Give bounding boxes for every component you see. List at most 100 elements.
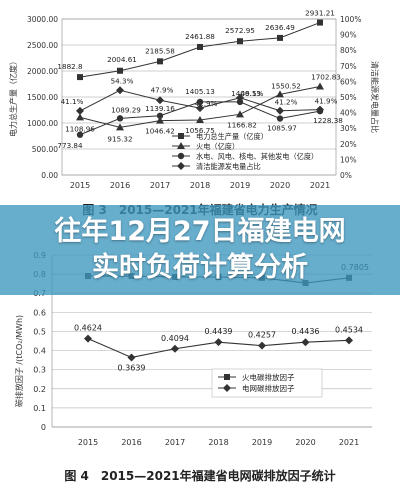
y-axis-title-left: 电力总生产量（亿度）: [8, 57, 18, 137]
y-tick-label-right: 40%: [340, 109, 357, 118]
data-point: [156, 96, 164, 105]
data-label: 1228.38: [313, 116, 343, 125]
x-tick-label: 2021: [310, 181, 330, 190]
data-label: 0.4534: [335, 325, 363, 334]
data-point: [277, 34, 283, 41]
data-label: 773.84: [57, 141, 83, 150]
y-tick-label-left: 500.00: [32, 145, 58, 154]
y-tick-label-right: 30%: [340, 124, 357, 133]
data-label: 1046.42: [145, 127, 175, 136]
legend-marker: [224, 374, 230, 380]
legend-label: 火电碳排放因子: [242, 372, 295, 382]
x-tick-label: 2019: [230, 181, 250, 190]
headline-line2: 实时负荷计算分析: [92, 252, 308, 283]
data-point: [116, 123, 124, 131]
data-label: 1882.8: [57, 62, 83, 71]
x-tick-label: 2015: [78, 438, 98, 447]
power-production-chart: 0.00 500.00 1000.00 1500.00 2000.00 2500.00 30…: [8, 9, 380, 217]
data-point: [76, 106, 84, 115]
data-point: [276, 106, 284, 115]
data-label: 0.4257: [248, 331, 276, 340]
data-point: [316, 82, 324, 90]
data-label: 41.2%: [275, 98, 298, 107]
data-point: [236, 98, 244, 106]
x-tick-label: 2020: [270, 181, 290, 190]
data-point: [196, 116, 204, 124]
legend-label: 火电（亿度）: [196, 142, 239, 151]
legend-marker: [177, 162, 185, 170]
data-point: [156, 112, 164, 119]
y-tick-label-right: 10%: [340, 155, 357, 164]
data-point: [258, 341, 266, 350]
legend-marker: [177, 142, 185, 149]
data-point: [276, 90, 284, 98]
data-point: [316, 105, 324, 114]
x-tick-label: 2016: [121, 438, 141, 447]
y-axis-title-right: 清洁能源发电量占比: [370, 61, 380, 133]
data-point: [345, 336, 353, 345]
data-point: [77, 74, 83, 81]
data-label: 1702.83: [311, 72, 341, 81]
data-label: 1108.96: [65, 124, 95, 133]
data-label: 1056.75: [185, 126, 215, 135]
data-point: [317, 19, 323, 26]
y-tick-label: 0.3: [33, 366, 46, 375]
y-axis-title: 碳排放因子 /(tCO₂/MWh): [14, 315, 24, 407]
y-tick-label: 0.5: [33, 327, 46, 336]
legend-label: 电网碳排放因子: [242, 383, 295, 393]
data-label: 1139.16: [145, 104, 175, 113]
y-tick-label-left: 3000.00: [27, 15, 58, 24]
legend-label: 水电、风电、核电、其他发电（亿度）: [196, 152, 318, 161]
legend-label: 电力总生产量（亿度）: [196, 132, 268, 141]
data-label: 42.9%: [195, 99, 218, 108]
data-point: [84, 334, 92, 343]
data-point: [117, 67, 123, 74]
data-label: 1089.29: [111, 105, 141, 114]
x-tick-label: 2019: [252, 438, 272, 447]
data-point: [196, 98, 204, 106]
data-label: 2931.21: [305, 9, 335, 18]
data-label: 47.9%: [151, 85, 174, 94]
data-point: [76, 113, 84, 121]
legend-marker: [223, 384, 231, 392]
data-point: [237, 38, 243, 45]
headline-banner: 往年12月27日福建电网 实时负荷计算分析: [0, 205, 400, 295]
x-tick-label: 2015: [70, 181, 90, 190]
figure-caption: 图 4 2015—2021年福建省电网碳排放因子统计: [64, 469, 336, 483]
data-point: [214, 338, 223, 347]
plot-frame: [61, 18, 337, 176]
data-label: 0.4436: [292, 327, 320, 336]
data-label: 1406.13: [231, 89, 261, 98]
headline-line1: 往年12月27日福建电网: [54, 216, 346, 247]
y-tick-label-right: 0%: [340, 171, 352, 180]
data-point: [276, 115, 284, 122]
x-tick-label: 2017: [165, 438, 185, 447]
data-label: 2004.61: [107, 55, 137, 64]
y-tick-label-right: 90%: [340, 31, 357, 40]
data-label: 49.5%: [241, 89, 264, 98]
y-tick-label-right: 50%: [340, 93, 357, 102]
y-tick-label-left: 1500.00: [27, 93, 58, 102]
data-point: [157, 58, 163, 65]
data-point: [196, 104, 204, 113]
data-label: 2461.88: [185, 32, 215, 41]
x-tick-label: 2020: [295, 438, 315, 447]
data-label: 2185.58: [145, 46, 175, 55]
y-tick-label-left: 2000.00: [27, 67, 58, 76]
data-label: 54.3%: [111, 76, 134, 85]
data-point: [301, 338, 310, 347]
data-label: 0.3639: [118, 363, 146, 372]
y-tick-label-left: 2500.00: [27, 41, 58, 50]
data-point: [171, 344, 179, 353]
data-point: [236, 93, 244, 102]
data-label: 41.9%: [315, 97, 338, 106]
data-point: [116, 115, 124, 122]
y-tick-label: 0.4: [33, 347, 46, 356]
legend-label: 清洁能源发电量占比: [196, 162, 261, 171]
x-tick-label: 2018: [190, 181, 210, 190]
data-label: 41.1%: [61, 97, 84, 106]
y-tick-label-left: 1000.00: [27, 119, 58, 128]
y-tick-label: 0: [41, 423, 46, 432]
x-tick-label: 2017: [150, 181, 170, 190]
x-tick-label: 2016: [110, 181, 130, 190]
